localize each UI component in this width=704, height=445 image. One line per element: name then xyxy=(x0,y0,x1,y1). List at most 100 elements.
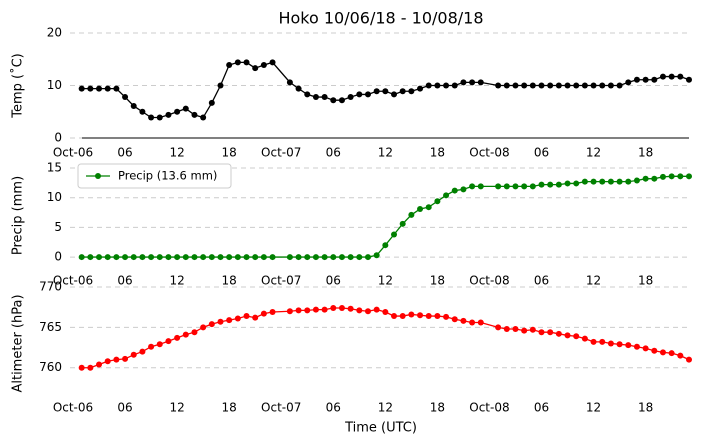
data-point xyxy=(686,76,692,83)
data-point xyxy=(659,73,666,80)
x-tick-label: Oct-06 xyxy=(53,274,93,288)
data-point xyxy=(338,97,345,104)
data-point xyxy=(555,82,562,89)
data-point xyxy=(391,313,398,320)
data-point xyxy=(139,348,146,355)
x-tick-label: 06 xyxy=(326,146,341,160)
data-point xyxy=(356,254,363,261)
data-point xyxy=(208,321,215,328)
x-tick-label: Oct-06 xyxy=(53,401,93,415)
data-point xyxy=(503,183,510,190)
data-point xyxy=(243,313,250,320)
data-point xyxy=(174,254,181,261)
x-tick-label: 12 xyxy=(169,401,184,415)
data-point xyxy=(581,82,588,89)
data-point xyxy=(547,181,554,188)
x-tick-label: 18 xyxy=(430,274,445,288)
data-point xyxy=(564,332,571,339)
data-point xyxy=(165,111,172,118)
data-point xyxy=(356,91,363,98)
x-tick-label: Oct-07 xyxy=(261,401,301,415)
data-point xyxy=(304,307,311,314)
data-point xyxy=(96,361,103,368)
x-tick-label: 18 xyxy=(222,274,237,288)
data-point xyxy=(451,82,458,89)
data-point xyxy=(130,254,137,261)
data-point xyxy=(156,254,163,261)
data-point xyxy=(408,311,415,318)
data-point xyxy=(642,76,649,83)
data-point xyxy=(677,173,684,180)
data-point xyxy=(304,91,311,98)
data-point xyxy=(104,85,111,92)
data-point xyxy=(581,178,588,185)
data-point xyxy=(182,331,189,338)
x-tick-label: 18 xyxy=(430,146,445,160)
data-point xyxy=(391,231,398,238)
data-point xyxy=(512,183,519,190)
data-point xyxy=(469,79,476,86)
data-point xyxy=(599,178,606,185)
data-point xyxy=(373,252,380,259)
data-point xyxy=(460,79,467,86)
data-point xyxy=(321,94,328,101)
data-point xyxy=(495,82,502,89)
data-point xyxy=(529,326,536,333)
data-point xyxy=(130,351,137,358)
data-point xyxy=(495,324,502,331)
data-point xyxy=(373,88,380,95)
x-tick-label: 06 xyxy=(326,401,341,415)
data-point xyxy=(451,187,458,194)
data-point xyxy=(529,82,536,89)
x-tick-label: 18 xyxy=(638,401,653,415)
data-point xyxy=(191,254,198,261)
data-point xyxy=(590,178,597,185)
data-point xyxy=(616,178,623,185)
data-point xyxy=(642,345,649,352)
x-tick-label: Oct-07 xyxy=(261,146,301,160)
y-axis-label: Precip (mm) xyxy=(11,176,26,255)
data-point xyxy=(364,91,371,98)
data-point xyxy=(521,327,528,334)
data-point xyxy=(312,254,319,261)
data-point xyxy=(529,183,536,190)
data-point xyxy=(599,82,606,89)
x-tick-label: 12 xyxy=(169,274,184,288)
data-point xyxy=(573,333,580,340)
data-point xyxy=(555,330,562,337)
legend: Precip (13.6 mm) xyxy=(77,163,232,189)
data-point xyxy=(434,82,441,89)
data-point xyxy=(330,304,337,311)
x-tick-label: Oct-07 xyxy=(261,274,301,288)
data-point xyxy=(269,59,276,66)
x-tick-label: 06 xyxy=(326,274,341,288)
data-point xyxy=(460,317,467,324)
data-point xyxy=(607,82,614,89)
data-point xyxy=(607,340,614,347)
x-tick-label: 12 xyxy=(586,274,601,288)
data-point xyxy=(234,254,241,261)
data-point xyxy=(651,76,658,83)
data-point xyxy=(347,94,354,101)
data-point xyxy=(538,329,545,336)
y-axis-label: Altimeter (hPa) xyxy=(11,294,26,392)
data-point xyxy=(503,325,510,332)
data-point xyxy=(104,254,111,261)
data-point xyxy=(122,254,129,261)
x-tick-label: Oct-08 xyxy=(469,146,509,160)
data-point xyxy=(113,85,120,92)
data-point xyxy=(87,85,94,92)
data-point xyxy=(364,254,371,261)
data-point xyxy=(174,108,181,115)
data-point xyxy=(295,254,302,261)
x-tick-label: 12 xyxy=(378,146,393,160)
x-tick-label: 12 xyxy=(586,401,601,415)
data-point xyxy=(408,211,415,218)
data-point xyxy=(434,313,441,320)
x-tick-label: 18 xyxy=(638,274,653,288)
data-point xyxy=(295,307,302,314)
data-point xyxy=(382,309,389,316)
data-point xyxy=(260,254,267,261)
data-point xyxy=(122,355,129,362)
